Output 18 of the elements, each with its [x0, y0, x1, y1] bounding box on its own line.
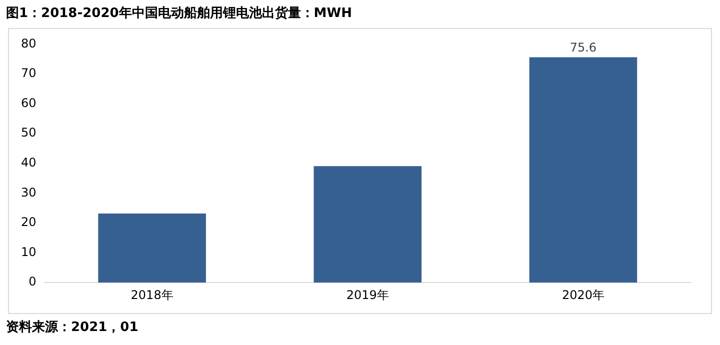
bar: [314, 166, 422, 283]
bar: [98, 213, 206, 283]
x-tick-label: 2018年: [130, 288, 174, 302]
x-tick-label: 2019年: [346, 288, 389, 302]
y-tick-label: 20: [20, 215, 36, 230]
y-tick-label: 40: [20, 156, 36, 170]
y-tick-label: 30: [20, 185, 36, 200]
y-tick-label: 0: [28, 274, 36, 289]
y-tick-label: 70: [20, 66, 36, 80]
data-label: 75.6: [570, 40, 597, 54]
x-tick-label: 2020年: [562, 288, 604, 302]
y-tick-label: 80: [20, 36, 36, 50]
y-tick-label: 50: [20, 126, 36, 140]
chart-title: 图1：2018-2020年中国电动船舶用锂电池出货量：MWH: [6, 5, 352, 22]
bar: [529, 57, 638, 283]
text: 资料来源：2021，01: [6, 319, 138, 336]
y-tick-label: 10: [20, 244, 36, 259]
y-tick-label: 60: [20, 96, 36, 110]
